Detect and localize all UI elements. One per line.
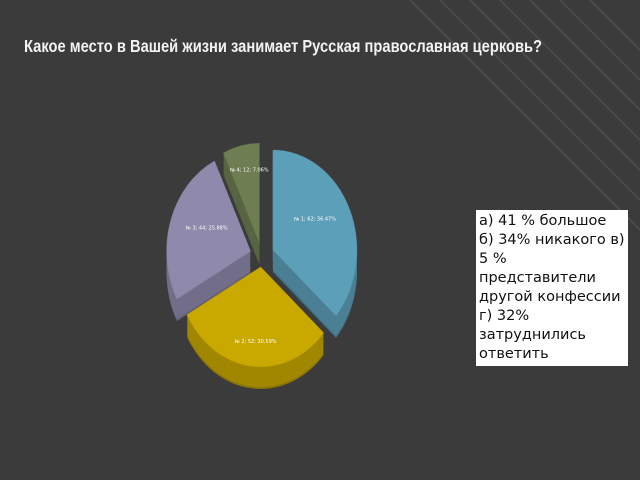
- slice: [166, 160, 251, 300]
- chart-title: Какое место в Вашей жизни занимает Русск…: [24, 36, 543, 56]
- data-label: № 4; 12; 7.06%: [230, 168, 269, 174]
- slice: [272, 149, 358, 317]
- slice: [186, 266, 325, 368]
- data-label: № 2; 52; 30.59%: [235, 339, 277, 345]
- data-label: № 1; 62; 36.47%: [294, 217, 336, 223]
- slice: [223, 143, 260, 244]
- data-label: № 3; 44; 25.88%: [186, 226, 228, 232]
- annotation: а) 41 % большое б) 34% никакого в) 5 % п…: [476, 210, 628, 366]
